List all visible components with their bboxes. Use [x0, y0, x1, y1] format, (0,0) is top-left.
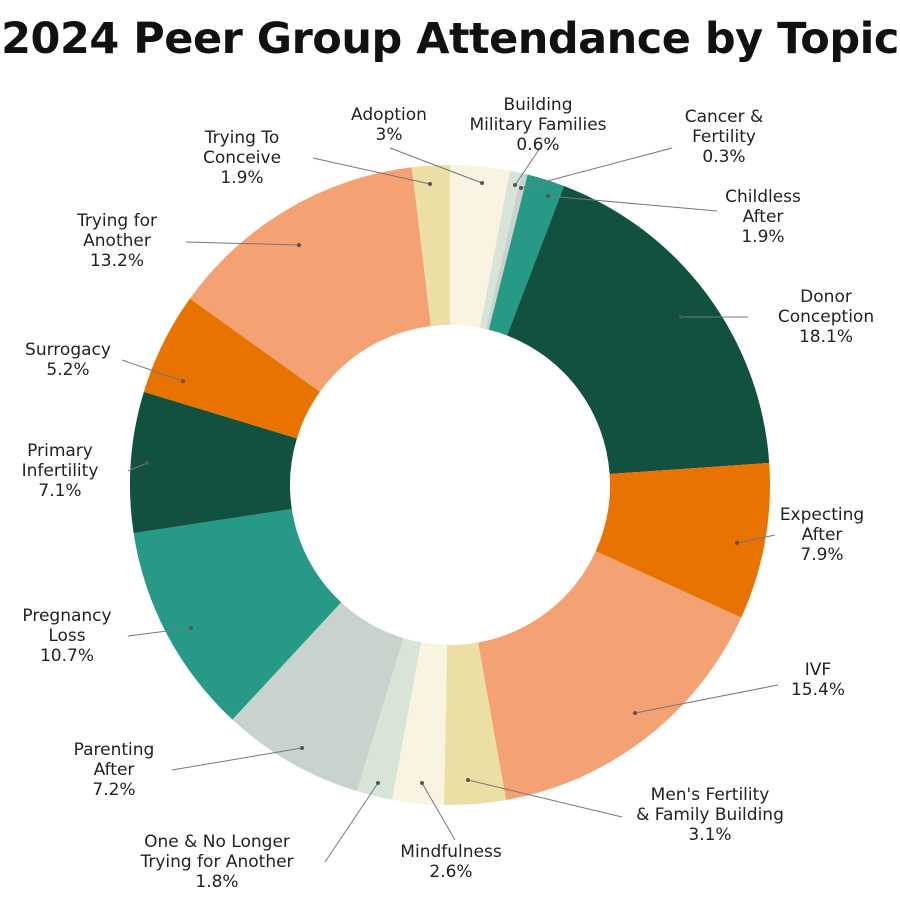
leader-dot	[546, 194, 550, 198]
slice	[189, 167, 431, 392]
data-label: Childless After 1.9%	[725, 187, 801, 247]
leader-line	[171, 747, 303, 771]
category-label: IVF	[804, 660, 832, 680]
leader-line	[121, 359, 184, 382]
slice	[450, 165, 510, 328]
leader-dot	[679, 315, 683, 319]
category-label: Childless After	[725, 187, 801, 227]
leader-line	[547, 195, 718, 212]
leader-dot	[513, 183, 517, 187]
category-label: Primary Infertility	[21, 441, 99, 481]
category-label: Pregnancy Loss	[22, 606, 112, 646]
leader-line	[634, 684, 779, 714]
slice	[443, 642, 507, 805]
leader-line	[312, 157, 431, 185]
leader-line	[467, 779, 623, 818]
leader-line	[421, 782, 456, 841]
data-label: Adoption 3%	[351, 105, 427, 145]
leader-dot	[189, 626, 193, 630]
data-label: Building Military Families 0.6%	[469, 95, 606, 155]
category-label: Surrogacy	[25, 340, 111, 360]
category-label: Trying To Conceive	[202, 128, 282, 168]
category-label: One & No Longer Trying for Another	[140, 832, 294, 872]
leader-line	[127, 462, 148, 472]
category-label: Trying for Another	[76, 211, 158, 251]
data-label: Cancer & Fertility 0.3%	[685, 107, 764, 167]
leader-line	[736, 534, 776, 544]
leader-dot	[145, 461, 149, 465]
category-label: Cancer & Fertility	[684, 107, 764, 147]
leader-line	[324, 782, 379, 863]
leader-dot	[519, 186, 523, 190]
leader-dot	[300, 746, 304, 750]
data-label: Trying for Another 13.2%	[77, 211, 157, 271]
chart-title: 2024 Peer Group Attendance by Topic	[1, 14, 899, 64]
leader-dot	[376, 781, 380, 785]
value-label: 15.4%	[790, 680, 846, 700]
slice	[485, 173, 528, 330]
value-label: 13.2%	[89, 251, 145, 271]
value-label: 3%	[375, 125, 403, 145]
leader-dot	[633, 711, 637, 715]
value-label: 18.1%	[798, 327, 853, 347]
category-label: Parenting After	[73, 740, 155, 780]
category-label: Expecting After	[779, 505, 865, 545]
data-label: Men's Fertility & Family Building 3.1%	[636, 785, 784, 845]
slice	[479, 170, 522, 330]
value-label: 7.9%	[800, 545, 844, 565]
leader-line	[127, 627, 192, 637]
slice	[595, 462, 770, 618]
leader-dot	[420, 781, 424, 785]
leader-dot	[735, 541, 739, 545]
leader-dot	[181, 379, 185, 383]
category-label: Donor Conception	[777, 287, 875, 327]
category-label: Men's Fertility & Family Building	[636, 785, 784, 825]
value-label: 7.2%	[92, 780, 136, 800]
value-label: 3.1%	[688, 825, 732, 845]
slice	[133, 509, 342, 720]
slice	[129, 391, 297, 534]
slice	[143, 298, 320, 439]
leader-line	[520, 147, 673, 189]
category-label: Building Military Families	[469, 95, 607, 135]
value-label: 0.6%	[516, 135, 560, 155]
slice	[478, 551, 742, 801]
category-label: Adoption	[351, 105, 427, 125]
data-label: Pregnancy Loss 10.7%	[22, 606, 111, 666]
leader-dot	[428, 182, 432, 186]
slice	[356, 638, 422, 800]
slice	[232, 602, 404, 792]
leader-dot	[466, 778, 470, 782]
slice	[392, 642, 447, 805]
data-label: One & No Longer Trying for Another 1.8%	[140, 832, 293, 892]
data-label: Expecting After 7.9%	[780, 505, 864, 565]
data-label: IVF 15.4%	[791, 660, 845, 700]
leader-line	[389, 147, 483, 184]
data-label: Primary Infertility 7.1%	[22, 441, 99, 501]
slice	[411, 165, 450, 327]
leader-line	[514, 147, 541, 186]
value-label: 5.2%	[46, 360, 90, 380]
value-label: 10.7%	[39, 646, 95, 666]
value-label: 7.1%	[38, 481, 82, 501]
value-label: 1.9%	[741, 227, 785, 247]
slice	[507, 186, 770, 474]
data-label: Surrogacy 5.2%	[25, 340, 111, 380]
leader-dot	[297, 243, 301, 247]
value-label: 2.6%	[429, 862, 473, 882]
value-label: 1.9%	[220, 168, 264, 188]
category-label: Mindfulness	[400, 842, 502, 862]
slice	[488, 174, 565, 336]
data-label: Mindfulness 2.6%	[400, 842, 501, 882]
value-label: 1.8%	[195, 872, 239, 892]
data-label: Parenting After 7.2%	[74, 740, 155, 800]
value-label: 0.3%	[702, 147, 746, 167]
data-label: Trying To Conceive 1.9%	[203, 128, 281, 188]
leader-dot	[480, 181, 484, 185]
leader-line	[185, 241, 300, 246]
data-label: Donor Conception 18.1%	[778, 287, 874, 347]
